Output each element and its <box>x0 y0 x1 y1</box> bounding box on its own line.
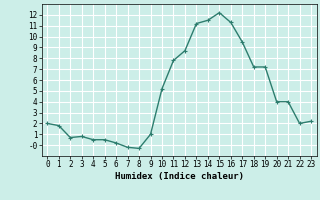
X-axis label: Humidex (Indice chaleur): Humidex (Indice chaleur) <box>115 172 244 181</box>
